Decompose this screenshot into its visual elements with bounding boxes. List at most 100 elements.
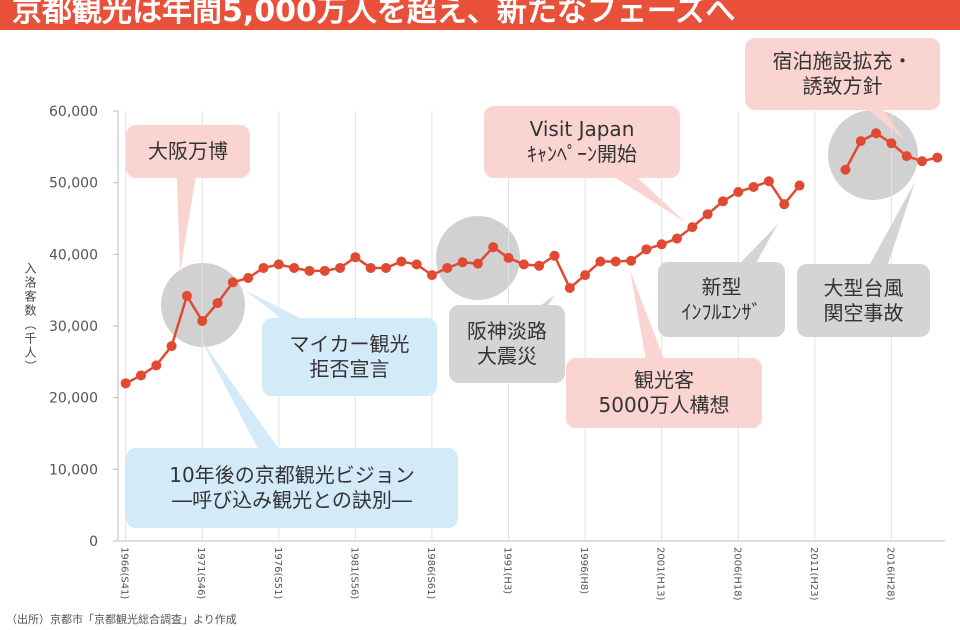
data-point [534,260,545,271]
callout-text: 大震災 [477,344,537,368]
data-point [549,250,560,261]
data-point [319,265,330,276]
data-point [687,222,698,233]
data-point [871,128,882,139]
data-point [671,233,682,244]
data-point [396,256,407,267]
data-point [227,277,238,288]
data-point [503,252,514,263]
data-point [717,196,728,207]
data-point [748,181,759,192]
data-point [411,259,422,270]
title-bar [0,0,960,30]
y-tick-label: 20,000 [49,391,98,407]
data-point [335,262,346,273]
callout: 新型 ｲﾝﾌﾙｴﾝｻﾞ [658,262,785,337]
data-point [733,186,744,197]
x-tick-label: 2006(H18) [731,547,742,601]
data-point [365,262,376,273]
callout-text: 5000万人構想 [598,393,730,417]
data-point [917,156,928,167]
x-tick-label: 1966(S41) [119,547,130,599]
source-note: （出所）京都市「京都観光総合調査」より作成 [6,613,237,626]
data-point [273,259,284,270]
highlight-circle [828,110,918,200]
callout-text: 10年後の京都観光ビジョン [169,463,415,487]
data-point [181,290,192,301]
callout-text: ｷｬﾝﾍﾟｰﾝ開始 [527,142,637,166]
data-point [610,256,621,267]
y-tick-label: 40,000 [49,247,98,263]
data-point [855,136,866,147]
x-tick-label: 2011(H23) [808,547,819,601]
data-point [840,164,851,175]
data-point [626,255,637,266]
x-tick-label: 1991(H3) [502,547,513,594]
data-point [641,244,652,255]
callout-text: 誘致方針 [802,74,883,98]
data-point [932,152,943,163]
x-tick-label: 1971(S46) [195,547,206,599]
x-tick-label: 1996(H8) [578,547,589,594]
data-point [488,242,499,253]
data-point [258,262,269,273]
data-point [779,199,790,210]
callout-text: 観光客 [634,368,694,392]
callout-text: マイカー観光 [289,332,410,356]
callout-text: 大型台風 [823,275,904,300]
callout-text: ｲﾝﾌﾙｴﾝｻﾞ [681,299,762,324]
y-axis-label: 入洛客数（千人） [23,262,37,374]
x-tick-label: 1976(S51) [272,547,283,599]
callout: 観光客 5000万人構想 [566,358,762,428]
data-point [151,360,162,371]
data-point [564,283,575,294]
callout-text: ―呼び込み観光との訣別― [172,488,412,512]
callout-text: 新型 [701,274,742,299]
callout: 阪神淡路 大震災 [449,305,565,383]
x-tick-label: 1981(S56) [348,547,359,599]
callout: 大阪万博 [126,125,250,178]
data-point [350,252,361,263]
data-point [381,262,392,273]
callout-pointer [176,150,200,272]
data-point [794,180,805,191]
callout: 10年後の京都観光ビジョン ―呼び込み観光との訣別― [126,448,458,528]
y-tick-label: 10,000 [49,462,98,478]
data-point [120,378,131,389]
data-point [763,176,774,187]
data-point [656,239,667,250]
callout-text: 大阪万博 [148,139,228,163]
callout-text: 阪神淡路 [467,319,547,343]
callout: Visit Japan ｷｬﾝﾍﾟｰﾝ開始 [484,106,680,178]
data-point [580,270,591,281]
data-point [886,138,897,149]
x-tick-label: 2001(H13) [655,547,666,601]
data-point [472,258,483,269]
y-tick-label: 0 [89,534,98,550]
callout: 宿泊施設拡充・ 誘致方針 [745,38,940,110]
data-point [457,257,468,268]
data-point [595,256,606,267]
data-point [135,370,146,381]
data-point [166,341,177,352]
data-point [243,272,254,283]
callout: マイカー観光 拒否宣言 [262,318,437,396]
callout-text: 関空事故 [823,300,904,325]
data-point [212,298,223,309]
data-point [901,151,912,162]
callout: 大型台風 関空事故 [797,264,930,337]
data-point [197,315,208,326]
y-tick-label: 60,000 [49,104,98,120]
data-point [702,209,713,220]
callout-text: Visit Japan [529,117,635,141]
y-tick-label: 30,000 [49,319,98,335]
data-point [304,265,315,276]
data-point [442,262,453,273]
highlight-circle [436,216,520,300]
highlight-circle [161,263,245,347]
callout-text: 拒否宣言 [309,357,390,381]
chart-title: 京都観光は年間5,000万人を超え、新たなフェーズへ [12,0,736,29]
x-tick-label: 2016(H28) [884,547,895,601]
data-point [518,259,529,270]
